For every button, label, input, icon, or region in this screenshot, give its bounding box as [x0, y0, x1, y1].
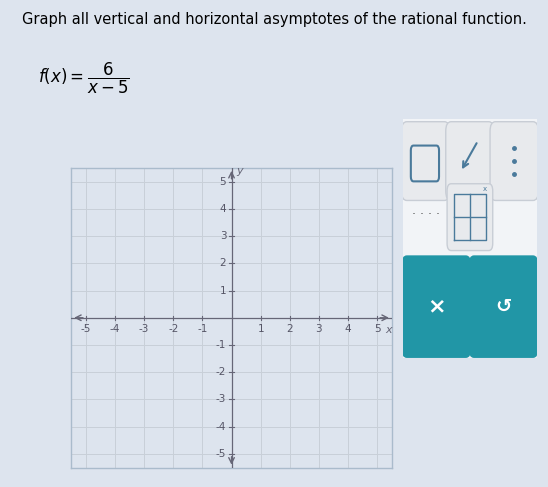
- Text: ×: ×: [427, 297, 446, 317]
- FancyBboxPatch shape: [447, 184, 493, 250]
- Text: · · · ·: · · · ·: [412, 208, 439, 221]
- Text: -4: -4: [216, 422, 226, 431]
- FancyBboxPatch shape: [469, 255, 538, 358]
- Text: -2: -2: [168, 324, 179, 334]
- FancyBboxPatch shape: [402, 122, 450, 201]
- Text: 3: 3: [220, 231, 226, 241]
- Text: -5: -5: [216, 449, 226, 459]
- Text: 1: 1: [258, 324, 264, 334]
- Text: -3: -3: [139, 324, 149, 334]
- Text: -2: -2: [216, 367, 226, 377]
- Text: ↺: ↺: [495, 297, 512, 316]
- FancyBboxPatch shape: [490, 122, 538, 201]
- Text: 3: 3: [316, 324, 322, 334]
- Text: 2: 2: [220, 258, 226, 268]
- Text: x: x: [483, 186, 487, 192]
- Text: $f(x) = \dfrac{6}{x-5}$: $f(x) = \dfrac{6}{x-5}$: [38, 61, 130, 96]
- Text: 4: 4: [220, 204, 226, 214]
- Text: Graph all vertical and horizontal asymptotes of the rational function.: Graph all vertical and horizontal asympt…: [22, 12, 527, 27]
- Text: x: x: [386, 325, 392, 336]
- Text: -5: -5: [81, 324, 91, 334]
- Text: -1: -1: [216, 340, 226, 350]
- FancyBboxPatch shape: [402, 255, 471, 358]
- Text: 2: 2: [287, 324, 293, 334]
- Text: 5: 5: [220, 177, 226, 187]
- Text: 5: 5: [374, 324, 380, 334]
- FancyBboxPatch shape: [446, 122, 494, 201]
- Text: -1: -1: [197, 324, 208, 334]
- Text: 4: 4: [345, 324, 351, 334]
- Text: 1: 1: [220, 285, 226, 296]
- Text: -4: -4: [110, 324, 120, 334]
- FancyBboxPatch shape: [395, 105, 545, 372]
- Text: y: y: [237, 166, 243, 176]
- Text: -3: -3: [216, 394, 226, 404]
